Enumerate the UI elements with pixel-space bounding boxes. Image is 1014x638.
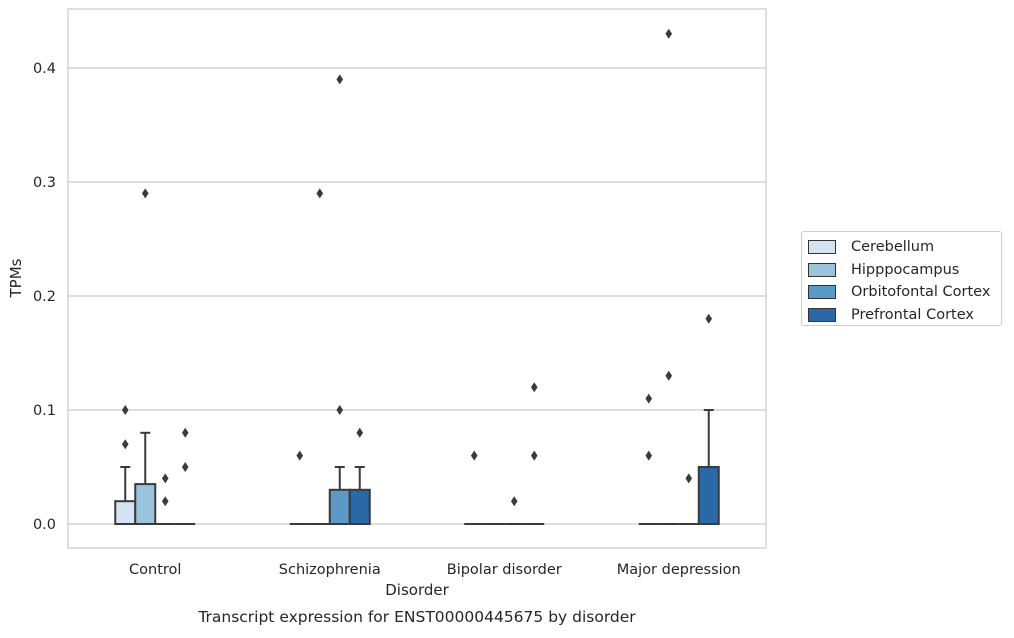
- outlier-point: [121, 439, 129, 450]
- legend-swatch: [808, 240, 836, 255]
- outlier-point: [470, 450, 478, 461]
- plot-frame: [67, 8, 767, 549]
- outlier-point: [181, 462, 189, 472]
- legend-item-cerebellum: Cerebellum: [808, 236, 1001, 259]
- y-tick-label: 0.4: [33, 61, 56, 77]
- outlier-point: [645, 393, 653, 404]
- outlier-point: [161, 496, 169, 507]
- box: [134, 483, 157, 526]
- x-axis-label: Disorder: [385, 581, 449, 599]
- legend-item-prefrontal-cortex: Prefrontal Cortex: [808, 304, 1001, 327]
- outlier-point: [336, 405, 344, 415]
- box-plot: [114, 466, 137, 526]
- legend-item-orbitofrontal-cortex: Orbitofontal Cortex: [808, 281, 1001, 304]
- outlier-point: [161, 473, 169, 484]
- outlier-point: [356, 427, 364, 438]
- outlier-point: [316, 188, 324, 199]
- x-tick-label: Schizophrenia: [279, 562, 381, 578]
- y-axis-label: TPMs: [7, 258, 25, 298]
- legend-label: Cerebellum: [851, 239, 935, 256]
- outlier-point: [645, 450, 653, 461]
- x-tick-label: Major depression: [617, 562, 741, 578]
- outlier-points: [121, 28, 713, 507]
- box: [328, 488, 351, 525]
- outlier-point: [530, 450, 538, 461]
- box: [697, 466, 720, 525]
- outlier-point: [141, 188, 149, 199]
- legend-label: Prefrontal Cortex: [851, 307, 974, 324]
- legend-swatch: [808, 308, 836, 323]
- legend-swatch: [808, 262, 836, 277]
- outlier-point: [665, 28, 673, 39]
- x-tick-labels: Control Schizophrenia Bipolar disorder Majo…: [129, 562, 741, 578]
- box-plot: [134, 431, 157, 526]
- y-tick-label: 0.3: [33, 175, 56, 191]
- outlier-point: [296, 450, 304, 461]
- y-tick-labels: 0.0 0.1 0.2 0.3 0.4: [33, 61, 56, 533]
- outlier-point: [181, 427, 189, 438]
- box: [114, 500, 137, 526]
- legend: Cerebellum Hipppocampus Orbitofontal Cor…: [801, 231, 1002, 326]
- outlier-point: [685, 473, 693, 484]
- box-groups: [114, 409, 720, 526]
- legend-label: Orbitofontal Cortex: [851, 284, 991, 301]
- legend-item-hippocampus: Hipppocampus: [808, 259, 1001, 282]
- box-plot: [348, 466, 371, 525]
- chart-title: Transcript expression for ENST0000044567…: [197, 608, 636, 626]
- x-tick-label: Bipolar disorder: [447, 562, 562, 578]
- box: [348, 488, 371, 525]
- legend-label: Hipppocampus: [851, 261, 960, 278]
- y-tick-label: 0.2: [33, 289, 56, 305]
- box-plot: [697, 409, 720, 525]
- legend-swatch: [808, 285, 836, 300]
- outlier-point: [336, 74, 344, 85]
- outlier-point: [510, 496, 518, 507]
- outlier-point: [665, 370, 673, 381]
- box-plot: [328, 466, 351, 525]
- y-tick-label: 0.1: [33, 403, 56, 419]
- y-tick-label: 0.0: [33, 517, 56, 533]
- outlier-point: [530, 382, 538, 393]
- outlier-point: [121, 405, 129, 415]
- x-tick-label: Control: [129, 562, 181, 578]
- outlier-point: [705, 313, 713, 324]
- plot-area: [68, 9, 766, 548]
